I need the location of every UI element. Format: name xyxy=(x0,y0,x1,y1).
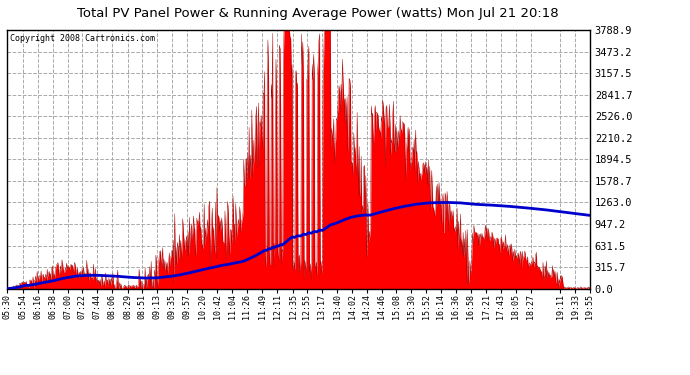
Text: Total PV Panel Power & Running Average Power (watts) Mon Jul 21 20:18: Total PV Panel Power & Running Average P… xyxy=(77,8,558,21)
Text: Copyright 2008 Cartronics.com: Copyright 2008 Cartronics.com xyxy=(10,34,155,43)
